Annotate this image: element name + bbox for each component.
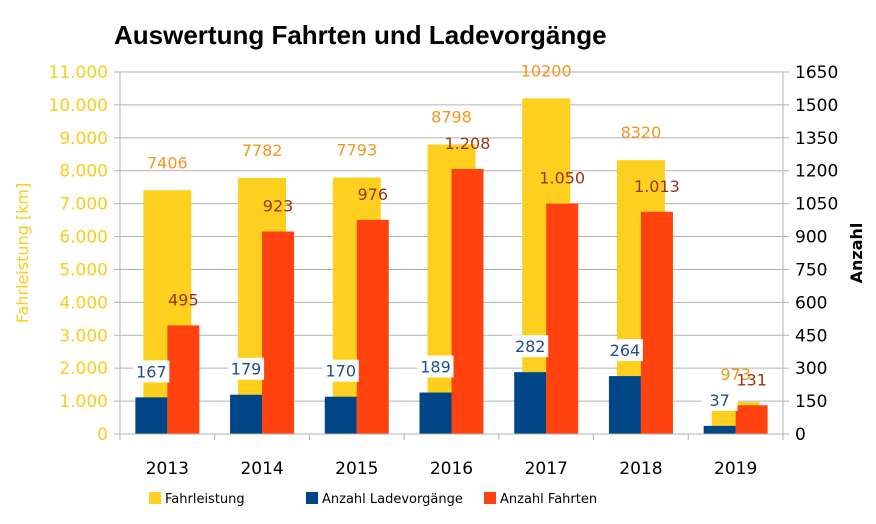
legend-item: Anzahl Ladevorgänge <box>306 492 463 507</box>
y-tick-label-right: 0 <box>795 425 806 445</box>
data-label-background <box>133 360 170 383</box>
data-label-ladevorgaenge: 170 <box>326 362 357 381</box>
data-label-background <box>701 388 738 411</box>
y-tick-label-left: 11.000 <box>49 63 108 83</box>
data-label-ladevorgaenge: 179 <box>231 360 262 379</box>
data-label-ladevorgaenge: 282 <box>515 337 546 356</box>
bars <box>135 98 768 435</box>
y-tick-label-left: 0 <box>97 425 108 445</box>
data-label-background <box>417 355 454 378</box>
y-tick-label-left: 7.000 <box>59 195 108 215</box>
data-label-fahrten: 923 <box>263 196 294 215</box>
y-axis-title-right: Anzahl <box>847 223 866 284</box>
data-label-fahrten: 1.013 <box>634 177 680 196</box>
bar-ladevorgaenge <box>324 396 357 434</box>
y-tick-label-right: 600 <box>795 293 827 313</box>
y-axis-title-left: Fahrleistung [km] <box>13 183 32 323</box>
data-label-fahrleistung: 7793 <box>336 141 377 160</box>
data-label-fahrten: 976 <box>358 185 389 204</box>
legend-item: Anzahl Fahrten <box>484 492 597 507</box>
data-label-ladevorgaenge: 189 <box>420 358 451 377</box>
y-tick-label-right: 1650 <box>795 63 838 83</box>
x-tick-label: 2013 <box>146 459 189 479</box>
y-tick-label-right: 1350 <box>795 129 838 149</box>
y-tick-label-right: 300 <box>795 359 827 379</box>
data-label-fahrleistung: 973 <box>720 365 751 384</box>
x-tick-label: 2018 <box>619 459 662 479</box>
y-tick-label-left: 2.000 <box>59 359 108 379</box>
data-label-fahrten: 1.050 <box>539 169 585 188</box>
legend-label: Anzahl Fahrten <box>500 492 597 507</box>
data-label-ladevorgaenge: 37 <box>709 391 729 410</box>
data-label-fahrleistung: 10200 <box>521 61 572 80</box>
data-label-background <box>228 357 265 380</box>
data-label-fahrleistung: 8798 <box>431 107 472 126</box>
chart-title: Auswertung Fahrten und Ladevorgänge <box>114 20 607 50</box>
y-tick-label-left: 6.000 <box>59 228 108 248</box>
y-tick-label-right: 450 <box>795 326 827 346</box>
bar-fahrten <box>167 325 200 434</box>
data-label-ladevorgaenge: 167 <box>136 362 167 381</box>
data-label-fahrten: 1.208 <box>445 134 491 153</box>
data-label-background <box>606 339 643 362</box>
y-tick-label-right: 1050 <box>795 195 838 215</box>
x-tick-label: 2019 <box>714 459 757 479</box>
bar-fahrten <box>262 231 295 434</box>
x-tick-label: 2016 <box>430 459 473 479</box>
y-tick-label-left: 9.000 <box>59 129 108 149</box>
y-tick-label-right: 1500 <box>795 96 838 116</box>
data-labels: 7406 167 495 7782 179 923 7793 170 976 8798 189 1.2… <box>133 61 767 411</box>
bar-ladevorgaenge <box>419 392 452 434</box>
data-label-background <box>512 335 549 358</box>
bar-fahrten <box>356 219 389 434</box>
y-tick-label-left: 10.000 <box>49 96 108 116</box>
y-tick-label-left: 4.000 <box>59 293 108 313</box>
y-tick-label-right: 1200 <box>795 162 838 182</box>
bar-ladevorgaenge <box>230 394 263 434</box>
data-label-fahrleistung: 8320 <box>621 123 662 142</box>
legend-swatch <box>149 492 161 504</box>
bar-ladevorgaenge <box>135 397 168 434</box>
axes: 0 0 1.000 150 2.000 300 3.000 450 4.000 600 5.000 7… <box>49 63 839 479</box>
data-label-ladevorgaenge: 264 <box>610 341 641 360</box>
legend-swatch <box>306 492 318 504</box>
y-tick-label-left: 8.000 <box>59 162 108 182</box>
legend: Fahrleistung Anzahl Ladevorgänge Anzahl Fa… <box>149 492 597 507</box>
legend-label: Fahrleistung <box>165 492 245 507</box>
y-tick-label-left: 3.000 <box>59 326 108 346</box>
bar-fahrten <box>735 405 768 434</box>
y-tick-label-right: 150 <box>795 392 827 412</box>
x-tick-label: 2015 <box>335 459 378 479</box>
data-label-fahrten: 495 <box>168 290 199 309</box>
legend-label: Anzahl Ladevorgänge <box>322 492 463 507</box>
bar-ladevorgaenge <box>608 376 641 434</box>
y-tick-label-right: 750 <box>795 260 827 280</box>
y-tick-label-left: 1.000 <box>59 392 108 412</box>
y-tick-label-right: 900 <box>795 228 827 248</box>
x-tick-label: 2014 <box>240 459 283 479</box>
bar-ladevorgaenge <box>514 372 547 434</box>
bar-fahrten <box>451 168 484 435</box>
data-label-fahrleistung: 7406 <box>147 153 188 172</box>
data-label-fahrleistung: 7782 <box>242 141 283 160</box>
legend-swatch <box>484 492 496 504</box>
bar-fahrten <box>640 211 673 434</box>
data-label-background <box>322 359 359 382</box>
data-label-fahrten: 131 <box>736 370 767 389</box>
y-tick-label-left: 5.000 <box>59 260 108 280</box>
x-tick-label: 2017 <box>525 459 568 479</box>
legend-item: Fahrleistung <box>149 492 245 507</box>
bar-ladevorgaenge <box>703 425 736 434</box>
bar-fahrten <box>546 203 579 434</box>
